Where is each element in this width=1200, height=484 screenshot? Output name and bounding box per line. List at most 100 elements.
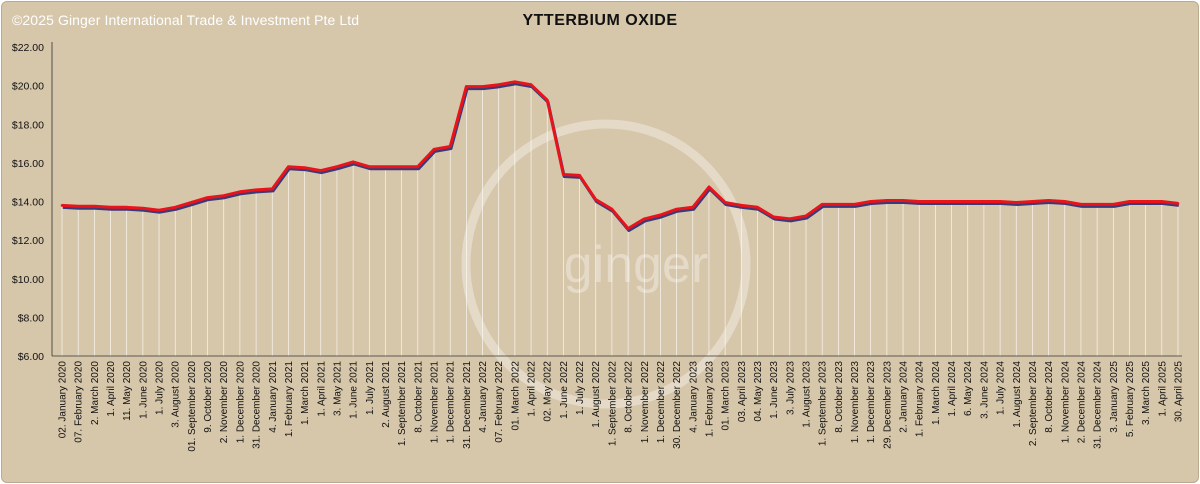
x-tick-label: 2. September 2024 bbox=[1028, 361, 1039, 446]
price-series bbox=[61, 80, 1179, 232]
x-tick-label: 1. June 2021 bbox=[349, 361, 360, 419]
x-tick-label: 02. May 2022 bbox=[543, 361, 554, 422]
x-tick-label: 07. February 2022 bbox=[494, 361, 505, 443]
series-line-shadow bbox=[62, 82, 1179, 232]
data-point bbox=[1031, 200, 1034, 203]
data-point bbox=[594, 198, 598, 201]
data-point bbox=[368, 165, 371, 169]
x-tick-label: 3. August 2020 bbox=[171, 361, 182, 428]
y-tick-label: $18.00 bbox=[12, 119, 44, 131]
data-point bbox=[254, 188, 258, 192]
x-tick-label: 1. April 2021 bbox=[316, 361, 327, 417]
data-point bbox=[287, 165, 290, 169]
x-tick-label: 01. September 2020 bbox=[187, 361, 198, 452]
y-tick-label: $20.00 bbox=[12, 81, 44, 93]
data-point bbox=[1112, 203, 1115, 206]
copyright-text: ©2025 Ginger International Trade & Inves… bbox=[12, 12, 360, 28]
data-point bbox=[756, 205, 759, 209]
data-point bbox=[206, 196, 209, 199]
data-point bbox=[1128, 200, 1131, 203]
x-tick-label: 9. October 2020 bbox=[203, 361, 214, 433]
data-point bbox=[141, 206, 145, 210]
x-tick-label: 2. March 2020 bbox=[90, 361, 101, 425]
data-point bbox=[788, 217, 792, 221]
x-tick-label: 1. April 2022 bbox=[527, 361, 538, 417]
x-tick-label: 11. May 2020 bbox=[122, 361, 133, 421]
x-tick-label: 2. December 2024 bbox=[1076, 361, 1087, 444]
chart-title: YTTERBIUM OXIDE bbox=[522, 12, 678, 29]
x-tick-label: 5. February 2025 bbox=[1125, 361, 1136, 438]
data-point bbox=[804, 214, 808, 218]
y-axis: $6.00 $8.00 $10.00 $12.00 $14.00 $16.00 $18.00… bbox=[12, 42, 53, 363]
x-tick-label: 07. February 2020 bbox=[74, 361, 85, 443]
x-tick-label: 1. September 2022 bbox=[607, 361, 618, 446]
data-point bbox=[820, 203, 824, 206]
data-point bbox=[1047, 199, 1050, 202]
data-point bbox=[513, 80, 517, 84]
data-point bbox=[222, 194, 226, 198]
x-tick-label: 3. January 2025 bbox=[1109, 361, 1120, 433]
x-tick-label: 1. December 2021 bbox=[446, 361, 457, 444]
x-tick-label: 03. April 2023 bbox=[737, 361, 748, 423]
data-point bbox=[869, 200, 872, 203]
y-tick-label: $10.00 bbox=[12, 274, 44, 286]
data-point bbox=[1160, 200, 1164, 203]
x-tick-label: 1. February 2024 bbox=[915, 361, 926, 438]
data-point bbox=[659, 213, 662, 217]
data-point bbox=[416, 165, 420, 169]
x-tick-label: 1. November 2021 bbox=[430, 361, 441, 444]
x-tick-label: 29. December 2023 bbox=[882, 361, 893, 449]
x-tick-label: 1. February 2021 bbox=[284, 361, 295, 438]
x-tick-label: 8. October 2024 bbox=[1044, 361, 1055, 433]
x-tick-label: 1. November 2022 bbox=[640, 361, 651, 444]
x-tick-label: 1. July 2024 bbox=[996, 361, 1007, 415]
data-point bbox=[481, 85, 484, 88]
data-point bbox=[853, 203, 856, 206]
y-tick-label: $6.00 bbox=[18, 351, 44, 363]
data-point bbox=[740, 204, 743, 207]
x-tick-label: 4. January 2022 bbox=[478, 361, 489, 433]
data-point bbox=[934, 200, 937, 203]
x-tick-label: 01. March 2022 bbox=[510, 361, 521, 431]
y-tick-label: $12.00 bbox=[12, 235, 44, 247]
data-point bbox=[691, 205, 695, 209]
data-point bbox=[448, 145, 452, 148]
x-tick-label: 8. October 2022 bbox=[624, 361, 635, 433]
series-line bbox=[61, 80, 1179, 230]
data-point bbox=[1176, 202, 1180, 205]
x-tick-label: 3. May 2021 bbox=[332, 361, 343, 416]
data-point bbox=[642, 217, 646, 221]
x-axis: 02. January 2020 07. February 2020 2. Marc… bbox=[52, 355, 1185, 452]
data-point bbox=[707, 185, 711, 189]
data-point bbox=[270, 187, 274, 191]
watermark-text: ginger bbox=[564, 236, 709, 294]
x-tick-label: 1. April 2025 bbox=[1157, 361, 1168, 417]
x-tick-label: 30. December 2022 bbox=[672, 361, 683, 449]
data-point bbox=[465, 85, 468, 88]
data-point bbox=[1095, 203, 1099, 206]
x-tick-label: 3. June 2024 bbox=[979, 361, 990, 419]
x-tick-label: 2. August 2021 bbox=[381, 361, 392, 428]
data-point bbox=[125, 205, 128, 209]
data-point bbox=[885, 199, 889, 202]
data-point bbox=[837, 203, 840, 206]
data-point bbox=[109, 205, 112, 209]
x-tick-label: 1. June 2023 bbox=[769, 361, 780, 419]
x-tick-label: 2. January 2024 bbox=[899, 361, 910, 433]
data-point bbox=[384, 165, 387, 169]
data-point bbox=[497, 83, 500, 86]
x-tick-label: 6. May 2024 bbox=[963, 361, 974, 416]
data-point bbox=[432, 148, 436, 151]
x-tick-label: 1. July 2021 bbox=[365, 361, 376, 415]
x-tick-label: 1. June 2020 bbox=[138, 361, 149, 419]
x-tick-label: 31. December 2021 bbox=[462, 361, 473, 449]
data-point bbox=[626, 227, 630, 230]
y-tick-label: $14.00 bbox=[12, 197, 44, 209]
x-tick-label: 4. January 2023 bbox=[688, 361, 699, 433]
data-point bbox=[303, 166, 306, 170]
x-tick-label: 1. December 2022 bbox=[656, 361, 667, 444]
data-point bbox=[1079, 203, 1083, 206]
x-tick-label: 02. January 2020 bbox=[58, 361, 69, 439]
data-point bbox=[1144, 200, 1147, 203]
